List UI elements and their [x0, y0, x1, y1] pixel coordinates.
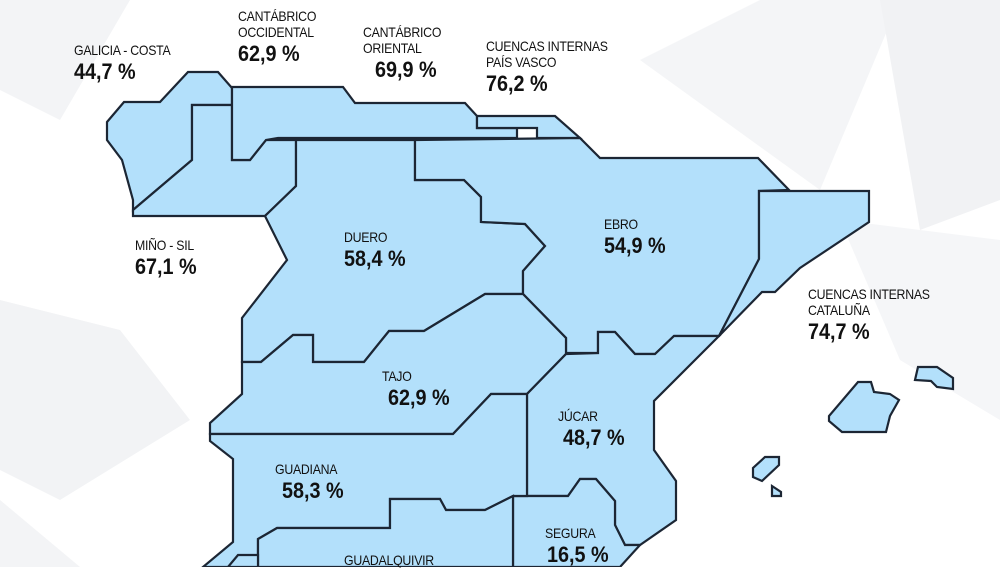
- basin-name: CANTÁBRICO: [363, 24, 442, 40]
- basin-name: GUADALQUIVIR: [344, 552, 434, 568]
- basin-name: CUENCAS INTERNAS: [486, 38, 608, 54]
- basin-name: CANTÁBRICO: [238, 8, 317, 24]
- basin-name: SEGURA: [545, 525, 596, 541]
- island-mallorca[interactable]: [827, 380, 901, 434]
- basin-name: CUENCAS INTERNAS: [808, 286, 930, 302]
- island-menorca[interactable]: [913, 365, 955, 391]
- basin-value: 44,7 %: [74, 59, 136, 84]
- island-formentera[interactable]: [770, 483, 783, 498]
- basin-name: DUERO: [344, 229, 388, 245]
- basin-name: GALICIA - COSTA: [74, 42, 171, 58]
- label-galicia-costa: GALICIA - COSTA 44,7 %: [74, 42, 184, 84]
- basin-value: 62,9 %: [388, 385, 450, 410]
- basin-value: 48,7 %: [563, 425, 625, 450]
- region-guadalquivir[interactable]: [256, 494, 515, 567]
- basin-value: 58,4 %: [344, 246, 406, 271]
- label-guadalquivir: GUADALQUIVIR: [344, 552, 446, 568]
- label-mino-sil: MIÑO - SIL 67,1 %: [135, 237, 204, 279]
- label-duero: DUERO 58,4 %: [344, 229, 413, 271]
- basin-value: 76,2 %: [486, 71, 548, 96]
- label-jucar: JÚCAR 48,7 %: [558, 408, 632, 450]
- basin-value: 58,3 %: [282, 478, 344, 503]
- label-cantabrico-oriental: CANTÁBRICO ORIENTAL 69,9 %: [363, 24, 452, 82]
- label-cuencas-internas-cataluna: CUENCAS INTERNAS CATALUÑA 74,7 %: [808, 286, 946, 344]
- basin-name: EBRO: [604, 216, 638, 232]
- basin-name: JÚCAR: [558, 408, 598, 424]
- region-cuencas-internas-cataluna[interactable]: [718, 189, 871, 337]
- basin-value: 54,9 %: [604, 233, 666, 258]
- basin-name: GUADIANA: [275, 461, 338, 477]
- label-tajo: TAJO 62,9 %: [382, 368, 457, 410]
- basin-name: MIÑO - SIL: [135, 237, 194, 253]
- basin-value: 69,9 %: [375, 57, 437, 82]
- basin-value: 16,5 %: [547, 542, 609, 567]
- basin-name: ORIENTAL: [363, 40, 422, 56]
- basin-name: OCCIDENTAL: [238, 24, 314, 40]
- region-tinto-odiel[interactable]: [226, 553, 260, 567]
- island-ibiza[interactable]: [751, 455, 781, 483]
- label-cantabrico-occidental: CANTÁBRICO OCCIDENTAL 62,9 %: [238, 8, 327, 66]
- label-ebro: EBRO 54,9 %: [604, 216, 673, 258]
- basin-name: TAJO: [382, 368, 412, 384]
- label-guadiana: GUADIANA 58,3 %: [275, 461, 351, 503]
- label-cuencas-internas-pais-vasco: CUENCAS INTERNAS PAÍS VASCO 76,2 %: [486, 38, 624, 96]
- basin-value: 67,1 %: [135, 254, 197, 279]
- region-segura[interactable]: [511, 477, 643, 567]
- basin-name: CATALUÑA: [808, 302, 870, 318]
- label-segura: SEGURA 16,5 %: [545, 525, 616, 567]
- basin-name: PAÍS VASCO: [486, 54, 557, 70]
- basin-value: 62,9 %: [238, 41, 300, 66]
- basin-value: 74,7 %: [808, 319, 870, 344]
